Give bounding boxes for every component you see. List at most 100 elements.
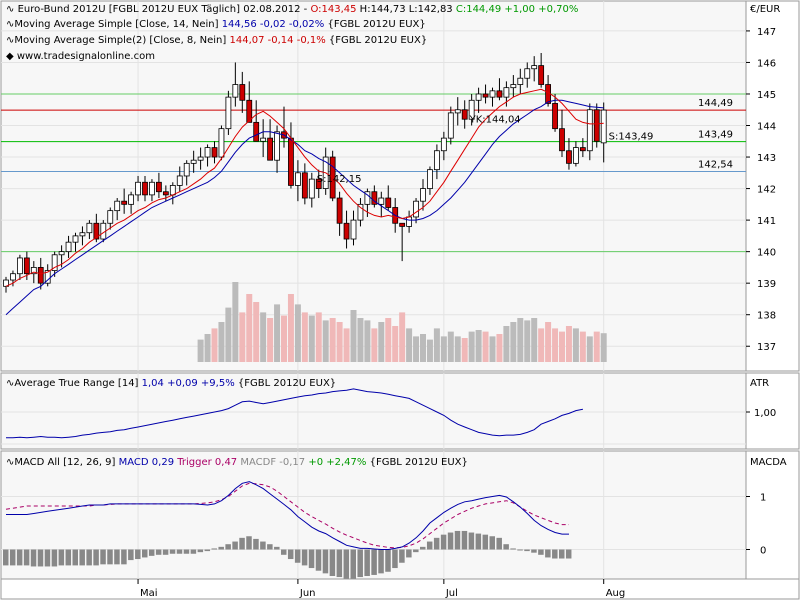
macd-histogram-bar <box>93 549 99 566</box>
candle-body <box>114 200 121 212</box>
macd-histogram-bar <box>44 549 51 567</box>
volume-bar <box>281 315 287 362</box>
macd-histogram-bar <box>496 537 502 550</box>
candle-body <box>58 251 65 256</box>
volume-bar <box>232 282 239 362</box>
candle-body <box>30 267 37 275</box>
candle-body <box>155 181 162 193</box>
candle-body <box>413 200 419 218</box>
macd-histogram-bar <box>531 549 537 553</box>
candle-body <box>260 137 267 142</box>
volume-bar <box>336 322 343 362</box>
header-hlc: H:144,73 L:142,83 <box>357 4 456 15</box>
candle-body <box>121 200 128 205</box>
volume-bar <box>524 320 531 362</box>
ma14-header: ∿Moving Average Simple [Close, 14, Nein]… <box>6 19 426 30</box>
macd-histogram-bar <box>37 549 44 567</box>
candle-body <box>288 137 294 186</box>
level-label: 142,54 <box>698 160 733 171</box>
macd-histogram-bar <box>121 549 127 565</box>
volume-bar <box>440 336 447 362</box>
volume-bar <box>545 322 552 362</box>
price-axis <box>745 0 800 372</box>
volume-bar <box>413 336 420 362</box>
candle-body <box>232 84 239 98</box>
macd-change: +0 +2,47% <box>305 457 366 468</box>
candle-body <box>538 65 545 85</box>
volume-bar <box>538 328 545 362</box>
macd-axis-title: MACDA <box>750 457 787 468</box>
macd-histogram-bar <box>482 534 489 550</box>
volume-bars <box>197 282 607 362</box>
candle-body <box>364 191 371 205</box>
price-tick-label: 146 <box>757 58 776 69</box>
price-tick-label: 145 <box>757 90 776 101</box>
time-axis <box>0 578 800 600</box>
volume-bar <box>461 338 468 362</box>
macd-histogram-bar <box>315 549 322 571</box>
macd-histogram-bar <box>420 546 426 550</box>
ma14-line <box>5 99 604 316</box>
volume-bar <box>433 328 440 362</box>
macd-histogram-bar <box>517 549 523 551</box>
atr-line <box>6 388 583 439</box>
macd-histogram-bar <box>440 534 447 550</box>
macd-suffix: {FGBL 2012U EUX} <box>366 457 467 468</box>
candle-body <box>169 185 176 196</box>
candle-body <box>162 191 169 196</box>
macd-histogram-bar <box>204 549 211 552</box>
ma8-icon: ∿ <box>6 35 14 46</box>
atr-pane[interactable] <box>0 372 747 450</box>
candle-body <box>128 194 135 205</box>
volume-bar <box>329 318 336 362</box>
ma8-value: 144,07 -0,14 -0,1% <box>229 35 325 46</box>
candle-body <box>176 175 183 186</box>
volume-bar <box>371 328 378 362</box>
atr-label: Average True Range [14] <box>14 378 141 389</box>
ma14-suffix: {FGBL 2012U EUX} <box>324 19 425 30</box>
macd-histogram-bar <box>350 549 356 579</box>
candle-body <box>315 178 322 189</box>
macd-histogram-bar <box>169 549 176 554</box>
candle-body <box>197 156 204 161</box>
macd-histogram-bar <box>142 549 148 558</box>
macd-header: ∿MACD All [12, 26, 9] MACD 0,29 Trigger … <box>6 457 468 468</box>
macd-histogram-bar <box>79 549 85 566</box>
candle-body <box>142 181 148 196</box>
candle-body <box>552 103 558 130</box>
candle-body <box>10 273 16 281</box>
price-tick-label: 143 <box>757 153 776 164</box>
volume-bar <box>482 331 489 362</box>
macd-histogram-bar <box>385 549 391 572</box>
volume-bar <box>308 315 315 362</box>
candle-body <box>301 172 308 199</box>
price-tick-label: 142 <box>757 185 776 196</box>
atr-header: ∿Average True Range [14] 1,04 +0,09 +9,5… <box>6 378 336 389</box>
macd-histogram-bar <box>3 549 9 566</box>
macd-histogram-bar <box>364 549 370 576</box>
macd-histogram-bar <box>155 549 162 555</box>
candle-body <box>433 150 440 171</box>
volume-bar <box>399 312 406 362</box>
macd-histogram-bar <box>329 549 336 576</box>
volume-bar <box>364 320 371 362</box>
candle-body <box>3 279 9 287</box>
macd-histogram-bar <box>162 549 169 555</box>
macd-histogram-bar <box>378 549 384 574</box>
candle-body <box>600 109 607 144</box>
macd-histogram-bar <box>246 536 252 550</box>
macd-histogram-bar <box>86 549 92 566</box>
macd-icon: ∿ <box>6 457 14 468</box>
macd-histogram-bar <box>475 533 482 550</box>
volume-bar <box>510 322 517 362</box>
volume-bar <box>246 294 253 362</box>
macd-histogram-bar <box>538 549 544 555</box>
price-tick-label: 141 <box>757 216 776 227</box>
macd-histogram-bar <box>565 549 572 559</box>
annotations: S:142,15 YK:144,04 S:143,49 <box>317 114 654 185</box>
macd-histogram-bar <box>148 549 155 556</box>
candle-body <box>190 159 197 164</box>
volume-bar <box>406 328 413 362</box>
macd-histogram-bar <box>510 548 516 550</box>
ma14-label: Moving Average Simple [Close, 14, Nein] <box>14 19 221 30</box>
